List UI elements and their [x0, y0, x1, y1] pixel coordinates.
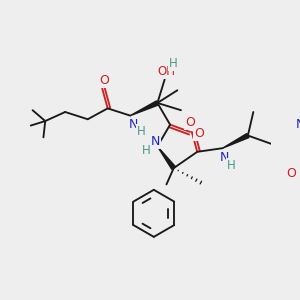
Text: N: N — [151, 135, 160, 148]
Text: OH: OH — [158, 65, 175, 78]
Text: H: H — [137, 125, 146, 138]
Polygon shape — [158, 146, 175, 170]
Text: O: O — [194, 127, 204, 140]
Text: O: O — [99, 74, 109, 87]
Text: N: N — [128, 118, 138, 131]
Text: H: H — [142, 143, 151, 157]
Text: H: H — [169, 57, 178, 70]
Polygon shape — [223, 134, 249, 148]
Text: O: O — [185, 116, 195, 129]
Text: H: H — [227, 159, 236, 172]
Text: O: O — [286, 167, 296, 180]
Text: N: N — [220, 151, 229, 164]
Text: N: N — [296, 118, 300, 131]
Polygon shape — [130, 101, 158, 116]
